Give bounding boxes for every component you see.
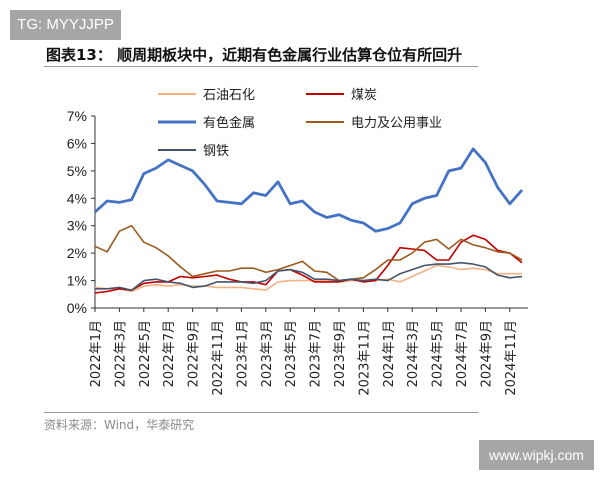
x-tick-label: 2022年5月 [138,320,153,387]
series-line-3 [94,147,524,233]
y-tick-label: 1% [67,273,87,289]
x-tick-label: 2024年9月 [479,320,494,387]
y-tick-label: 3% [67,218,87,234]
x-tick-label: 2022年1月 [89,320,104,387]
y-tick-label: 0% [67,300,87,316]
y-tick-label: 4% [67,190,87,206]
x-tick-label: 2024年3月 [406,320,421,387]
x-tick-label: 2022年9月 [187,320,202,387]
legend-label: 电力及公用事业 [351,116,442,131]
legend-label: 钢铁 [203,144,229,159]
x-tick-label: 2023年9月 [333,320,348,387]
x-tick-label: 2024年11月 [504,320,519,396]
x-tick-label: 2024年1月 [382,320,397,387]
x-tick-label: 2023年1月 [235,320,250,387]
series-line-4 [94,224,523,282]
x-tick-label: 2024年5月 [431,320,446,387]
series-line-1 [94,264,522,293]
x-tick-label: 2023年5月 [284,320,299,387]
watermark-top: TG: MYYJJPP [10,10,121,40]
source-divider [44,412,478,413]
chart-title: 图表13： 顺周期板块中，近期有色金属行业估算仓位有所回升 [46,46,463,64]
x-tick-label: 2022年7月 [162,320,177,387]
x-tick-label: 2023年7月 [309,320,324,387]
y-tick-label: 6% [67,135,87,151]
x-tick-label: 2022年3月 [113,320,128,387]
y-tick-label: 5% [67,163,87,179]
y-tick-label: 7% [67,108,87,124]
x-tick-label: 2022年11月 [211,320,226,396]
legend-label: 有色金属 [203,115,255,131]
legend-label: 煤炭 [351,88,377,103]
source-note: 资料来源：Wind，华泰研究 [44,418,195,432]
x-tick-label: 2024年7月 [455,320,470,387]
x-tick-label: 2023年11月 [357,320,372,396]
y-tick-label: 2% [67,245,87,261]
x-tick-label: 2023年3月 [260,320,275,387]
watermark-bottom: www.wipkj.com [479,440,594,470]
series-line-5 [95,261,523,292]
title-divider [44,66,478,67]
legend-label: 石油石化 [203,88,255,103]
